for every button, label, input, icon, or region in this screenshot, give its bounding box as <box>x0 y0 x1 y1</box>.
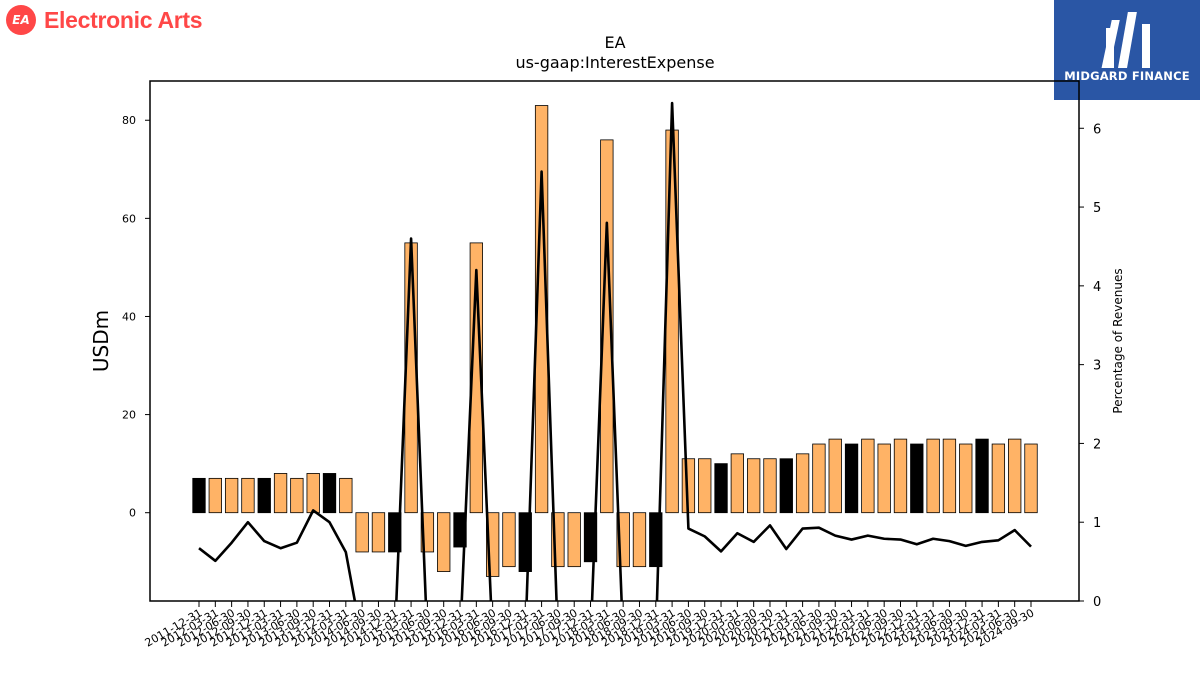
bar-2022-03-31 <box>861 438 875 514</box>
y-axis-label: USDm <box>89 310 113 372</box>
bar-2023-12-31 <box>975 438 989 514</box>
chart-title: EA <box>604 33 625 52</box>
bar-2021-03-31 <box>795 453 810 514</box>
bar-2024-09-30 <box>1024 443 1038 514</box>
y-tick-label-80: 80 <box>122 114 136 127</box>
y-tick-label-60: 60 <box>122 212 136 225</box>
bar-2014-09-30 <box>371 512 386 553</box>
bar-2023-03-31 <box>926 438 940 514</box>
bar-2013-12-31 <box>322 473 337 514</box>
bars-layer <box>192 105 1038 577</box>
bar-2022-09-30 <box>893 438 908 514</box>
y2-tick-label-5: 5 <box>1093 201 1101 216</box>
bar-2021-12-31 <box>844 443 859 514</box>
y2-axis-label: Percentage of Revenues <box>1111 268 1125 413</box>
bar-2020-12-31 <box>779 458 793 514</box>
bar-2014-03-31 <box>339 477 353 514</box>
bar-2017-09-30 <box>567 512 581 568</box>
y-tick-label-20: 20 <box>122 409 136 422</box>
bar-2019-09-30 <box>698 458 712 514</box>
y2-tick-label-6: 6 <box>1093 122 1101 137</box>
bar-2013-06-30 <box>290 477 304 514</box>
bar-2017-03-31 <box>534 105 549 514</box>
brand-header: EA Electronic Arts <box>6 4 203 36</box>
midgard-finance-label: MIDGARD FINANCE <box>1064 69 1190 83</box>
bar-2020-09-30 <box>763 458 777 514</box>
brand-name: Electronic Arts <box>44 6 203 33</box>
y-tick-label-0: 0 <box>129 507 136 520</box>
percentage-line <box>198 101 1032 601</box>
chart-subtitle: us-gaap:InterestExpense <box>515 53 714 72</box>
bar-2016-09-30 <box>502 512 516 568</box>
ea-logo-icon: EA <box>6 5 36 35</box>
y2-tick-label-1: 1 <box>1093 516 1101 531</box>
plot-frame <box>149 80 1080 602</box>
bar-2015-12-31 <box>453 512 467 548</box>
bar-2013-09-30 <box>306 473 320 514</box>
bar-2024-03-31 <box>991 443 1006 514</box>
bar-2020-06-30 <box>747 458 761 514</box>
bar-2022-12-31 <box>910 443 924 514</box>
y2-tick-label-0: 0 <box>1093 595 1101 610</box>
line-layer <box>198 101 1032 601</box>
bar-2013-03-31 <box>273 473 288 514</box>
bar-2023-09-30 <box>959 443 973 514</box>
bar-2011-12-31 <box>192 477 206 514</box>
y2-tick-label-4: 4 <box>1093 280 1101 295</box>
bar-2020-03-31 <box>730 453 744 514</box>
bar-2012-12-31 <box>257 477 271 514</box>
bar-2021-09-30 <box>828 438 842 514</box>
bar-2021-06-30 <box>812 443 826 514</box>
bar-2018-03-31 <box>600 139 614 514</box>
y2-tick-label-2: 2 <box>1093 437 1101 452</box>
midgard-logo-icon <box>1101 12 1150 68</box>
bar-2012-09-30 <box>241 477 255 514</box>
bar-2022-06-30 <box>877 443 891 514</box>
bar-2015-09-30 <box>437 512 451 572</box>
bar-2012-06-30 <box>224 477 239 514</box>
bar-2012-03-31 <box>208 477 222 514</box>
axes-layer: 02040608001234562011-12-312012-03-312012… <box>122 80 1101 650</box>
bar-2023-06-30 <box>942 438 957 514</box>
y-tick-label-40: 40 <box>122 310 136 323</box>
bar-2014-06-30 <box>355 512 369 553</box>
bar-2016-03-31 <box>469 242 483 514</box>
bar-2018-09-30 <box>632 512 647 568</box>
y2-tick-label-3: 3 <box>1093 359 1101 374</box>
bar-2024-06-30 <box>1008 438 1022 514</box>
bar-2019-12-31 <box>714 463 728 514</box>
